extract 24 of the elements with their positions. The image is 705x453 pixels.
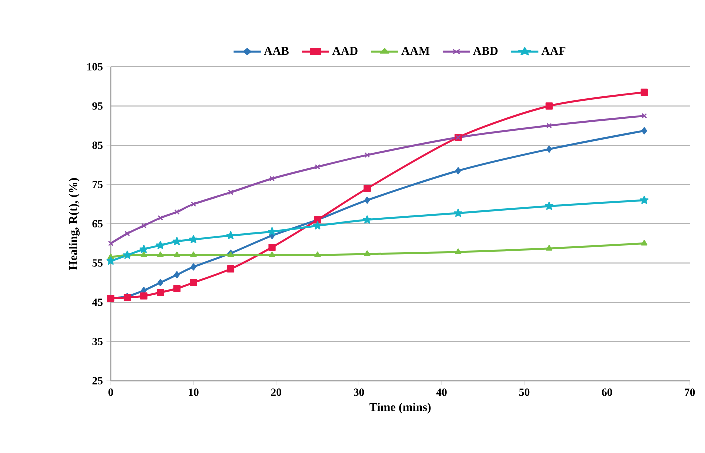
y-axis-title: Healing, R(t), (%) (69, 178, 80, 270)
x-tick-label: 60 (602, 388, 612, 396)
x-tick-label: 70 (685, 388, 696, 396)
x-tick-label: 20 (271, 388, 282, 396)
y-tick-label: 95 (92, 102, 103, 110)
y-tick-label: 65 (92, 220, 103, 228)
legend-label: AAD (332, 47, 358, 56)
y-tick-label: 25 (92, 377, 103, 385)
x-tick-label: 0 (108, 388, 114, 396)
legend-label: AAF (542, 47, 566, 56)
legend-label: AAB (264, 47, 289, 56)
x-tick-label: 30 (354, 388, 364, 396)
y-tick-label: 55 (92, 260, 103, 267)
x-axis-title: Time (mins) (370, 403, 431, 414)
y-tick-label: 85 (92, 142, 103, 150)
y-tick-label: 45 (92, 298, 103, 306)
y-tick-label: 35 (92, 338, 103, 346)
x-tick-label: 40 (436, 388, 447, 396)
x-tick-label: 10 (189, 388, 199, 396)
x-tick-label: 50 (520, 388, 530, 396)
legend-label: AAM (402, 47, 430, 56)
y-tick-label: 75 (92, 181, 103, 188)
legend-label: ABD (473, 47, 498, 56)
y-tick-label: 105 (88, 63, 103, 71)
